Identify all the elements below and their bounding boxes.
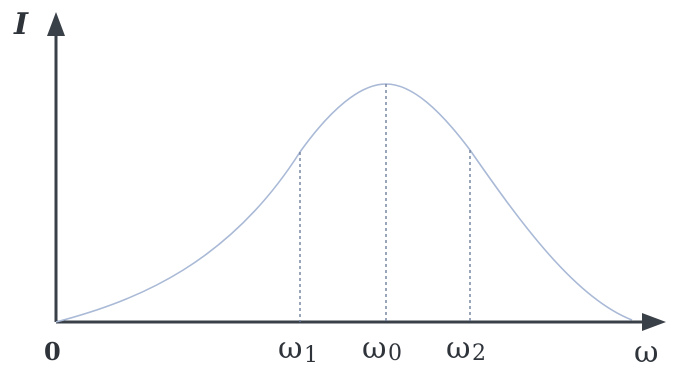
marker-omega1-subscript: 1 [304, 343, 318, 365]
x-axis-arrow [642, 313, 666, 331]
y-axis-label: I [13, 7, 29, 42]
resonance-curve [55, 83, 633, 323]
origin-label: 0 [44, 337, 61, 365]
marker-omega2: ω 2 [446, 331, 486, 365]
x-axis-label: ω [634, 335, 658, 365]
marker-omega0-base: ω [362, 331, 386, 365]
marker-omega0-subscript: 0 [388, 341, 402, 365]
marker-omega0: ω 0 [362, 331, 402, 365]
marker-omega2-subscript: 2 [472, 341, 486, 365]
marker-omega1-base: ω [278, 331, 302, 365]
marker-omega1: ω 1 [278, 331, 318, 365]
marker-omega2-base: ω [446, 331, 470, 365]
y-axis-arrow [47, 12, 65, 36]
